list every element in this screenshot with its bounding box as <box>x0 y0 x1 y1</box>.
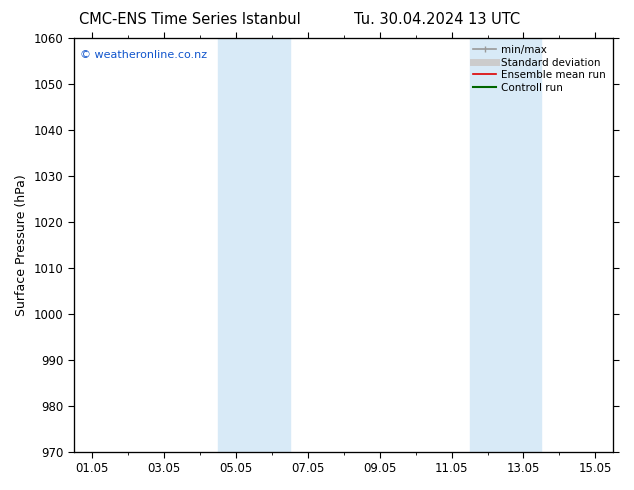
Y-axis label: Surface Pressure (hPa): Surface Pressure (hPa) <box>15 174 28 316</box>
Text: © weatheronline.co.nz: © weatheronline.co.nz <box>80 50 207 60</box>
Text: CMC-ENS Time Series Istanbul: CMC-ENS Time Series Istanbul <box>79 12 301 27</box>
Text: Tu. 30.04.2024 13 UTC: Tu. 30.04.2024 13 UTC <box>354 12 521 27</box>
Bar <box>217 38 290 452</box>
Bar <box>470 38 541 452</box>
Legend: min/max, Standard deviation, Ensemble mean run, Controll run: min/max, Standard deviation, Ensemble me… <box>471 43 608 95</box>
